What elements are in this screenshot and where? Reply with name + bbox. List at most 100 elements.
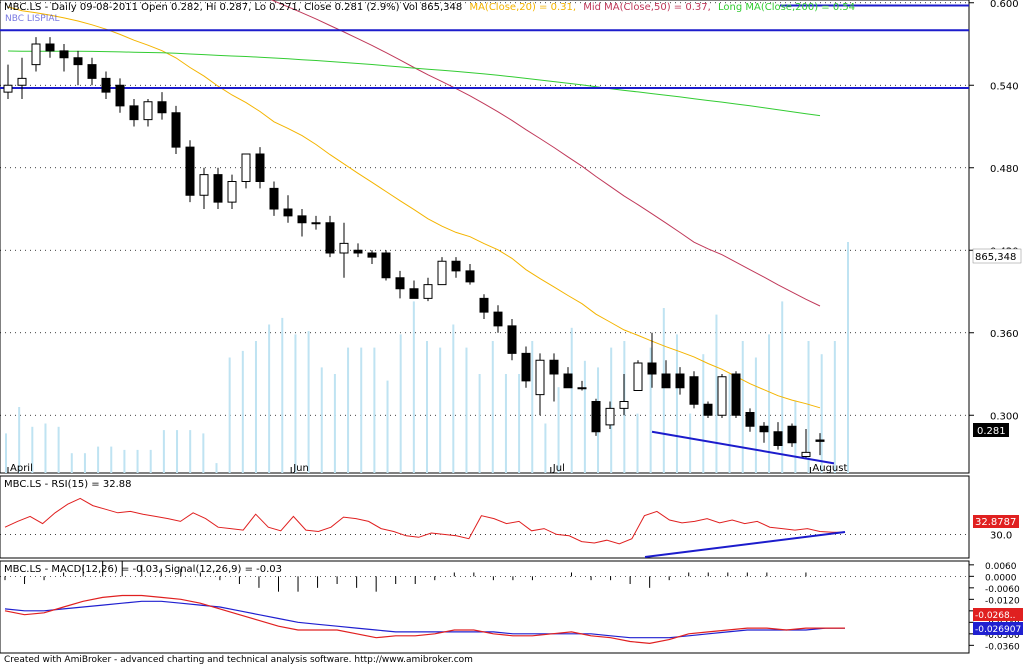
candle-body [717,376,727,416]
candle-body [3,84,13,93]
candle-body [213,174,223,203]
macd-tick-label: -0.0300 [985,631,1020,641]
candle-body [101,77,111,93]
price-tick-label: 0.540 [990,81,1019,92]
volume-bar [241,350,244,473]
candle-body [157,101,167,114]
volume-bar [149,449,152,473]
volume-bar [268,324,271,473]
rsi-header: MBC.LS - RSI(15) = 32.88 [4,479,132,490]
candle-body [479,297,489,313]
candle-body [731,373,741,416]
candle-body [549,359,559,375]
price-trendline [651,430,835,465]
ma-mid-line [270,0,821,307]
volume-bar [136,449,139,473]
candle-body [171,112,181,148]
volume-bar [386,380,389,473]
volume-bar [583,360,586,473]
rsi-y-axis: 30.0 [990,530,1012,541]
signal-line [4,600,845,639]
candle-body [563,373,573,389]
volume-bar [531,341,534,473]
volume-bar [689,413,692,473]
price-header: MBC.LS - Daily 09-08-2011 Open 0.282, Hi… [4,2,855,13]
candle-body [773,431,783,446]
rsi-pane-frame [0,475,970,559]
candle-body [675,373,685,389]
macd-tick-label: 0.0000 [985,573,1017,583]
candle-body [339,242,349,254]
macd-histogram [4,561,807,592]
candle-body [815,439,825,442]
candle-body [689,376,699,405]
volume-bar [97,446,100,473]
candle-body [297,215,307,224]
last-close-box [973,423,1009,437]
candle-body [31,43,41,66]
volume-bar [307,331,310,473]
volume-bar [70,453,73,473]
rsi-value-label: 32.8787 [975,517,1016,528]
volume-bar [478,374,481,473]
macd-tick-label: -0.0060 [985,585,1020,595]
volume-bar [320,367,323,473]
volume-bar [504,374,507,473]
signal-value-label: -0.026907 [975,625,1021,635]
candle-body [227,181,237,203]
volume-bar [5,433,7,473]
rsi-title: MBC.LS - RSI(15) = 32.88 [4,479,132,490]
volume-bar [399,334,402,473]
x-tick-label: Jun [292,463,309,474]
rsi-trendline-line [644,531,846,558]
candle-body [647,362,657,375]
macd-tick-label: 0.0060 [985,562,1017,572]
rsi-line [4,497,845,545]
candle-body [185,146,195,196]
price-tick-label: 0.480 [990,164,1019,175]
candle-body [409,288,419,299]
candle-body [745,412,755,427]
volume-bar [44,423,47,473]
volume-bar [347,347,350,473]
price-header-ma-long: Long MA(Close,200) = 0.54 [718,2,855,13]
volume-bar [702,354,705,473]
candle-body [787,425,797,444]
volume-bar [557,387,560,473]
signal-value-box [973,622,1023,635]
candle-body [465,270,475,283]
volume-bar [847,242,849,473]
macd-value-box [973,608,1023,621]
price-header-ma-mid: Mid MA(Close,50) = 0.37, [583,2,711,13]
volume-bar [83,453,86,473]
footer-text: Created with AmiBroker - advanced charti… [4,655,473,665]
candle-body [423,284,433,299]
volume-bar [426,341,428,473]
volume-bar [570,327,573,473]
volume-bar [741,341,744,473]
macd-tick-label: -0.0120 [985,596,1020,606]
volume-bar [662,308,665,473]
volume-bar [412,301,415,473]
volume-bar [754,357,757,473]
volume-bar [465,347,468,473]
candle-body [241,153,251,182]
volume-bars [5,242,849,473]
candle-body [605,407,615,426]
candle-body [759,425,769,433]
volume-bar [452,324,455,473]
volume-bar [439,347,442,473]
candle-body [661,373,671,389]
candle-body [129,105,139,121]
price-header-ma-short: MA(Close,20) = 0.31, [469,2,576,13]
candle-body [703,403,713,416]
candle-body [381,252,391,279]
volume-bar [18,407,21,473]
x-tick-label: April [10,463,33,474]
price-x-axis: April Jun Jul August [7,463,847,474]
volume-bar [675,334,678,473]
macd-tick-label: -0.0360 [985,642,1020,652]
volume-bar [518,374,521,473]
volume-bar [189,430,192,473]
